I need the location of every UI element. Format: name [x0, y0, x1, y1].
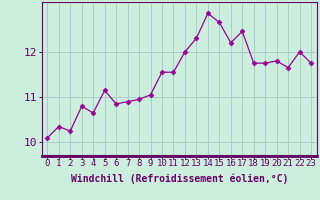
X-axis label: Windchill (Refroidissement éolien,°C): Windchill (Refroidissement éolien,°C): [70, 173, 288, 184]
